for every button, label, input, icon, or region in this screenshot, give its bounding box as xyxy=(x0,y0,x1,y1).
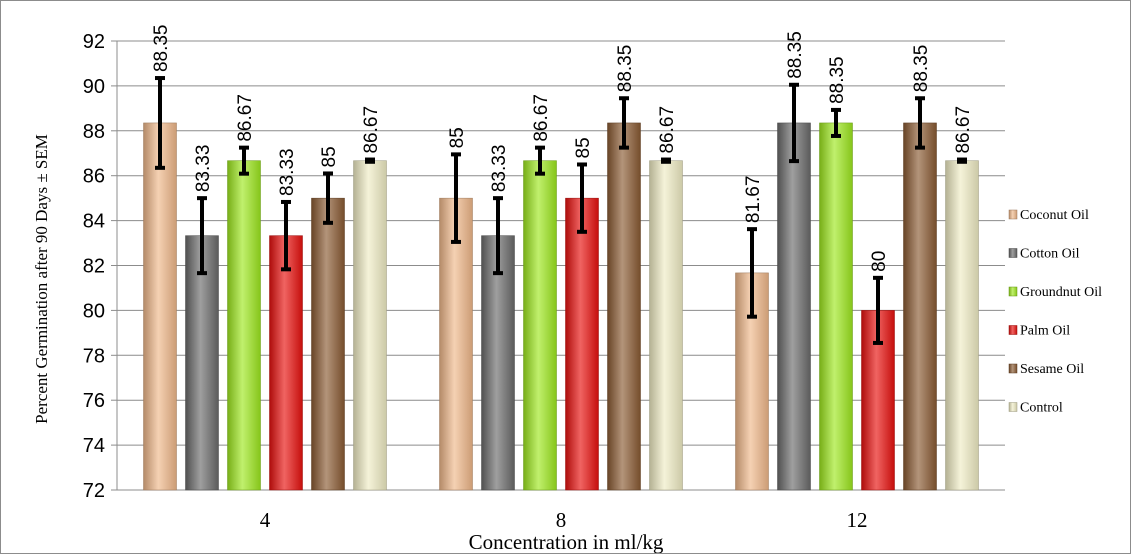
data-label: 80 xyxy=(869,251,890,272)
legend-label: Palm Oil xyxy=(1020,324,1070,339)
y-tick-label: 88 xyxy=(83,121,105,143)
y-tick-label: 82 xyxy=(83,256,105,278)
error-bar xyxy=(535,145,545,176)
data-label: 83.33 xyxy=(193,145,214,193)
error-bar xyxy=(577,162,587,234)
bar xyxy=(481,235,515,491)
legend-swatch xyxy=(1008,248,1018,258)
legend-item: Palm Oil xyxy=(1008,324,1070,339)
data-label: 88.35 xyxy=(785,31,806,79)
data-label: 86.67 xyxy=(657,106,678,154)
error-bar xyxy=(915,96,925,150)
legend-item: Control xyxy=(1008,401,1063,416)
x-tick-label: 8 xyxy=(556,508,567,532)
y-tick-label: 84 xyxy=(83,211,105,233)
y-tick-label: 86 xyxy=(83,166,105,188)
data-label: 88.35 xyxy=(615,45,636,93)
legend-swatch xyxy=(1008,402,1018,412)
data-label: 83.33 xyxy=(489,145,510,193)
bar xyxy=(353,160,387,491)
legend-label: Coconut Oil xyxy=(1020,208,1089,223)
error-bar xyxy=(957,157,967,164)
bar xyxy=(311,197,345,491)
data-label: 88.35 xyxy=(911,45,932,93)
bar xyxy=(819,122,853,491)
error-bar xyxy=(789,82,799,164)
legend: Coconut Oil Cotton Oil Groundnut Oil Palm O… xyxy=(1008,208,1102,416)
error-bar xyxy=(873,275,883,345)
data-label: 86.67 xyxy=(531,94,552,142)
gridlines xyxy=(117,40,1005,491)
error-bar xyxy=(493,196,503,276)
data-label: 81.67 xyxy=(743,176,764,224)
bar xyxy=(523,160,557,491)
error-bar xyxy=(451,152,461,244)
data-label: 83.33 xyxy=(277,148,298,196)
legend-swatch xyxy=(1008,363,1018,374)
data-label: 85 xyxy=(573,137,594,158)
bar xyxy=(269,235,303,491)
x-axis: 4 8 12 xyxy=(260,508,868,532)
data-label: 86.67 xyxy=(361,106,382,154)
data-label: 86.67 xyxy=(235,94,256,142)
error-bar xyxy=(747,227,757,319)
bar xyxy=(607,122,641,491)
data-label: 85 xyxy=(319,146,340,167)
x-axis-title: Concentration in ml/kg xyxy=(469,530,664,553)
value-labels: 88.35 83.33 86.67 83.33 85 86.67 85 83.33 86.67 8… xyxy=(151,24,974,271)
legend-label: Control xyxy=(1020,401,1063,416)
y-tick-label: 90 xyxy=(83,76,105,98)
legend-item: Groundnut Oil xyxy=(1008,285,1102,300)
error-bar xyxy=(365,157,375,164)
data-label: 88.35 xyxy=(151,24,172,72)
error-bar xyxy=(197,196,207,276)
error-bar xyxy=(323,171,333,225)
error-bar xyxy=(239,145,249,176)
x-tick-label: 12 xyxy=(847,508,868,532)
bars xyxy=(143,122,979,491)
error-bar xyxy=(281,199,291,272)
legend-item: Sesame Oil xyxy=(1008,362,1084,377)
legend-swatch xyxy=(1008,325,1018,335)
error-bar xyxy=(619,96,629,150)
y-tick-label: 92 xyxy=(83,31,105,53)
y-tick-label: 72 xyxy=(83,480,105,502)
data-label: 88.35 xyxy=(827,56,848,104)
legend-label: Cotton Oil xyxy=(1020,247,1080,262)
bar xyxy=(439,197,473,491)
error-bar xyxy=(155,76,165,170)
y-tick-label: 78 xyxy=(83,345,105,367)
error-bar xyxy=(661,157,671,164)
legend-item: Coconut Oil xyxy=(1008,208,1089,223)
y-axis-title: Percent Germination after 90 Days ± SEM xyxy=(32,134,51,424)
data-label: 85 xyxy=(447,127,468,148)
error-bars xyxy=(155,76,967,345)
legend-label: Groundnut Oil xyxy=(1020,285,1102,300)
bar xyxy=(649,160,683,491)
legend-item: Cotton Oil xyxy=(1008,247,1080,262)
y-tick-label: 74 xyxy=(83,435,105,457)
bar xyxy=(185,235,219,491)
legend-swatch xyxy=(1008,286,1018,297)
y-tick-label: 80 xyxy=(83,300,105,322)
bar xyxy=(143,122,177,491)
data-label: 86.67 xyxy=(953,106,974,154)
bar xyxy=(777,122,811,491)
error-bar xyxy=(831,107,841,138)
bar xyxy=(565,197,599,491)
bar xyxy=(903,122,937,491)
bar xyxy=(945,160,979,491)
legend-swatch xyxy=(1008,209,1018,220)
y-tick-label: 76 xyxy=(83,390,105,412)
legend-label: Sesame Oil xyxy=(1020,362,1084,377)
y-axis: 72 74 76 78 80 82 84 86 88 90 92 xyxy=(83,31,118,502)
bar xyxy=(227,160,261,491)
x-tick-label: 4 xyxy=(260,508,271,532)
